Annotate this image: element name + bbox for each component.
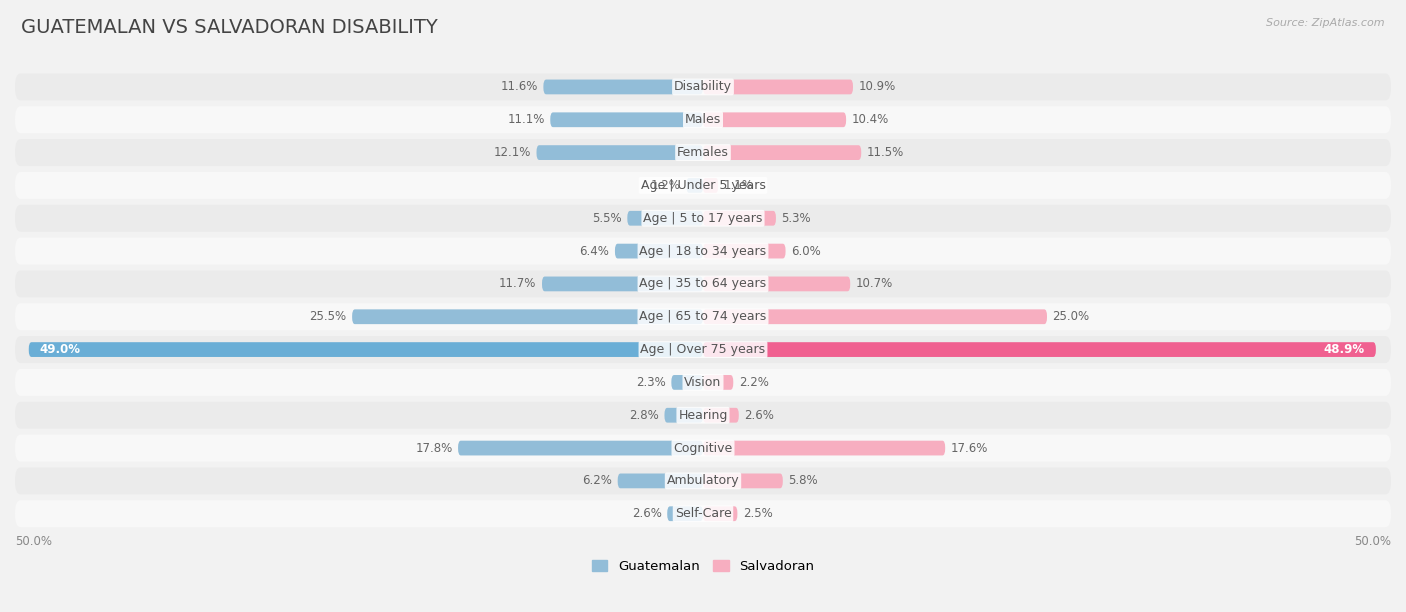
- FancyBboxPatch shape: [15, 139, 1391, 166]
- Text: 5.8%: 5.8%: [789, 474, 818, 487]
- FancyBboxPatch shape: [703, 474, 783, 488]
- FancyBboxPatch shape: [15, 172, 1391, 199]
- Text: Cognitive: Cognitive: [673, 442, 733, 455]
- FancyBboxPatch shape: [15, 369, 1391, 396]
- FancyBboxPatch shape: [627, 211, 703, 226]
- FancyBboxPatch shape: [28, 342, 703, 357]
- Text: Males: Males: [685, 113, 721, 126]
- Text: 1.2%: 1.2%: [651, 179, 681, 192]
- FancyBboxPatch shape: [15, 106, 1391, 133]
- Text: 2.3%: 2.3%: [636, 376, 666, 389]
- Text: 48.9%: 48.9%: [1323, 343, 1365, 356]
- FancyBboxPatch shape: [458, 441, 703, 455]
- Text: 1.1%: 1.1%: [724, 179, 754, 192]
- FancyBboxPatch shape: [703, 244, 786, 258]
- Text: Age | Under 5 years: Age | Under 5 years: [641, 179, 765, 192]
- Text: 11.6%: 11.6%: [501, 80, 538, 94]
- FancyBboxPatch shape: [15, 271, 1391, 297]
- Text: Self-Care: Self-Care: [675, 507, 731, 520]
- Text: 10.4%: 10.4%: [852, 113, 889, 126]
- Text: 6.0%: 6.0%: [792, 245, 821, 258]
- Text: 5.3%: 5.3%: [782, 212, 811, 225]
- FancyBboxPatch shape: [550, 113, 703, 127]
- Text: 11.1%: 11.1%: [508, 113, 544, 126]
- Text: Age | 35 to 64 years: Age | 35 to 64 years: [640, 277, 766, 291]
- Text: 17.8%: 17.8%: [415, 442, 453, 455]
- FancyBboxPatch shape: [543, 80, 703, 94]
- FancyBboxPatch shape: [703, 506, 737, 521]
- Text: Hearing: Hearing: [678, 409, 728, 422]
- FancyBboxPatch shape: [15, 500, 1391, 527]
- FancyBboxPatch shape: [703, 342, 1376, 357]
- FancyBboxPatch shape: [15, 435, 1391, 461]
- FancyBboxPatch shape: [671, 375, 703, 390]
- Text: 11.7%: 11.7%: [499, 277, 537, 291]
- Text: 6.2%: 6.2%: [582, 474, 612, 487]
- Text: 50.0%: 50.0%: [15, 535, 52, 548]
- Text: 49.0%: 49.0%: [39, 343, 80, 356]
- Text: 2.2%: 2.2%: [738, 376, 769, 389]
- FancyBboxPatch shape: [15, 304, 1391, 330]
- FancyBboxPatch shape: [15, 401, 1391, 428]
- Text: 2.8%: 2.8%: [630, 409, 659, 422]
- Text: 2.5%: 2.5%: [742, 507, 773, 520]
- Legend: Guatemalan, Salvadoran: Guatemalan, Salvadoran: [592, 559, 814, 573]
- Text: Ambulatory: Ambulatory: [666, 474, 740, 487]
- Text: 25.5%: 25.5%: [309, 310, 347, 323]
- Text: Vision: Vision: [685, 376, 721, 389]
- FancyBboxPatch shape: [617, 474, 703, 488]
- FancyBboxPatch shape: [668, 506, 703, 521]
- Text: Age | Over 75 years: Age | Over 75 years: [641, 343, 765, 356]
- Text: 6.4%: 6.4%: [579, 245, 609, 258]
- FancyBboxPatch shape: [537, 145, 703, 160]
- FancyBboxPatch shape: [703, 178, 718, 193]
- Text: 17.6%: 17.6%: [950, 442, 988, 455]
- FancyBboxPatch shape: [686, 178, 703, 193]
- FancyBboxPatch shape: [703, 113, 846, 127]
- FancyBboxPatch shape: [665, 408, 703, 423]
- FancyBboxPatch shape: [15, 468, 1391, 494]
- Text: Age | 18 to 34 years: Age | 18 to 34 years: [640, 245, 766, 258]
- FancyBboxPatch shape: [703, 375, 734, 390]
- FancyBboxPatch shape: [541, 277, 703, 291]
- Text: Source: ZipAtlas.com: Source: ZipAtlas.com: [1267, 18, 1385, 28]
- Text: 25.0%: 25.0%: [1053, 310, 1090, 323]
- FancyBboxPatch shape: [703, 211, 776, 226]
- Text: 2.6%: 2.6%: [744, 409, 775, 422]
- FancyBboxPatch shape: [703, 309, 1047, 324]
- Text: 50.0%: 50.0%: [1354, 535, 1391, 548]
- FancyBboxPatch shape: [703, 80, 853, 94]
- FancyBboxPatch shape: [703, 145, 862, 160]
- Text: Age | 5 to 17 years: Age | 5 to 17 years: [644, 212, 762, 225]
- FancyBboxPatch shape: [15, 237, 1391, 264]
- Text: GUATEMALAN VS SALVADORAN DISABILITY: GUATEMALAN VS SALVADORAN DISABILITY: [21, 18, 437, 37]
- Text: 10.7%: 10.7%: [856, 277, 893, 291]
- Text: 10.9%: 10.9%: [859, 80, 896, 94]
- Text: 2.6%: 2.6%: [631, 507, 662, 520]
- FancyBboxPatch shape: [703, 441, 945, 455]
- FancyBboxPatch shape: [703, 408, 738, 423]
- Text: Females: Females: [678, 146, 728, 159]
- Text: Disability: Disability: [673, 80, 733, 94]
- Text: Age | 65 to 74 years: Age | 65 to 74 years: [640, 310, 766, 323]
- FancyBboxPatch shape: [703, 277, 851, 291]
- Text: 11.5%: 11.5%: [866, 146, 904, 159]
- FancyBboxPatch shape: [15, 336, 1391, 363]
- FancyBboxPatch shape: [15, 73, 1391, 100]
- FancyBboxPatch shape: [614, 244, 703, 258]
- Text: 12.1%: 12.1%: [494, 146, 531, 159]
- FancyBboxPatch shape: [352, 309, 703, 324]
- Text: 5.5%: 5.5%: [592, 212, 621, 225]
- FancyBboxPatch shape: [15, 205, 1391, 232]
